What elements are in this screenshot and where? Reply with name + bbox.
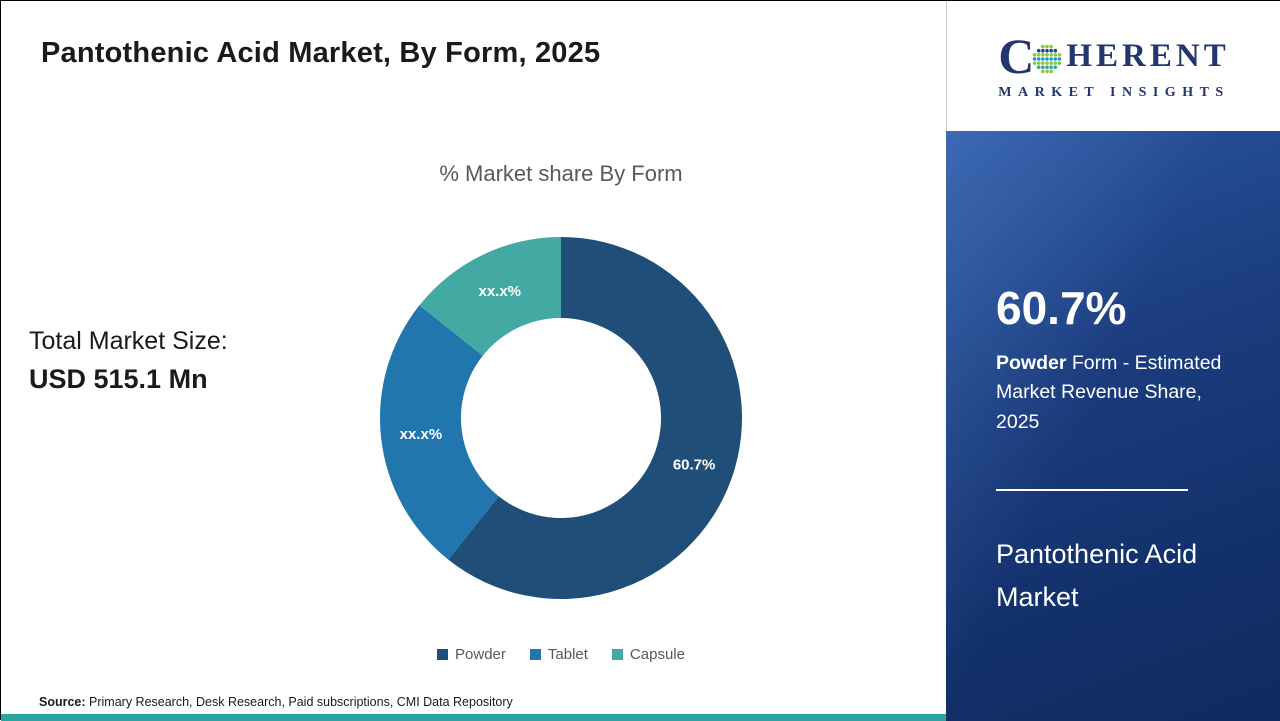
legend-item-capsule: Capsule — [611, 646, 685, 663]
legend-label-powder: Powder — [455, 646, 506, 663]
total-market-value: USD 515.1 Mn — [29, 364, 208, 394]
logo-subtitle: MARKET INSIGHTS — [998, 85, 1230, 100]
market-name: Pantothenic Acid Market — [996, 538, 1198, 612]
main-area: Pantothenic Acid Market, By Form, 2025 %… — [1, 1, 946, 721]
legend-swatch-powder — [437, 649, 449, 660]
highlight-panel: 60.7% Powder Form - Estimated Market Rev… — [946, 131, 1280, 721]
donut-segment-powder — [448, 237, 742, 599]
highlight-description-bold: Powder — [996, 352, 1067, 374]
donut-segment-label-tablet: xx.x% — [400, 426, 443, 443]
legend-swatch-tablet — [529, 649, 541, 660]
total-market-label: Total Market Size: — [29, 327, 228, 355]
donut-segment-label-powder: 60.7% — [673, 457, 716, 474]
source-label: Source: — [39, 695, 86, 709]
donut-chart: 60.7% xx.x% xx.x% — [380, 237, 742, 599]
source-text: Primary Research, Desk Research, Paid su… — [85, 695, 513, 709]
donut-segment-capsule — [419, 237, 561, 356]
logo-rest-letters: HERENT — [1066, 37, 1230, 74]
chart-subtitle: % Market share By Form — [439, 161, 683, 186]
donut-segment-tablet — [380, 305, 499, 560]
highlight-value: 60.7% — [996, 282, 1127, 334]
globe-dots-icon — [1033, 44, 1062, 74]
donut-segment-label-capsule: xx.x% — [478, 283, 521, 300]
page-title: Pantothenic Acid Market, By Form, 2025 — [41, 37, 601, 69]
company-logo: C HERENT MARKET INSIGHTS — [946, 1, 1280, 131]
legend-item-powder: Powder — [437, 646, 506, 663]
legend-label-capsule: Capsule — [629, 646, 685, 663]
panel-divider — [996, 488, 1188, 491]
total-market-block: Total Market Size: USD 515.1 Mn — [29, 327, 228, 395]
logo-letter-c: C — [998, 28, 1035, 84]
bottom-accent-stripe — [1, 714, 946, 721]
logo-wordmark: C HERENT — [998, 31, 1229, 81]
highlight-description: Powder Form - Estimated Market Revenue S… — [996, 349, 1236, 437]
highlight-description-rest: Form - Estimated Market Revenue Share, 2… — [996, 352, 1222, 433]
legend-item-tablet: Tablet — [529, 646, 588, 663]
sidebar: C HERENT MARKET INSIGHTS 60.7% Powder Fo… — [946, 1, 1280, 721]
source-line: Source: Primary Research, Desk Research,… — [39, 695, 513, 709]
legend-swatch-capsule — [611, 649, 623, 660]
chart-legend: Powder Tablet Capsule — [341, 646, 781, 663]
legend-label-tablet: Tablet — [547, 646, 588, 663]
